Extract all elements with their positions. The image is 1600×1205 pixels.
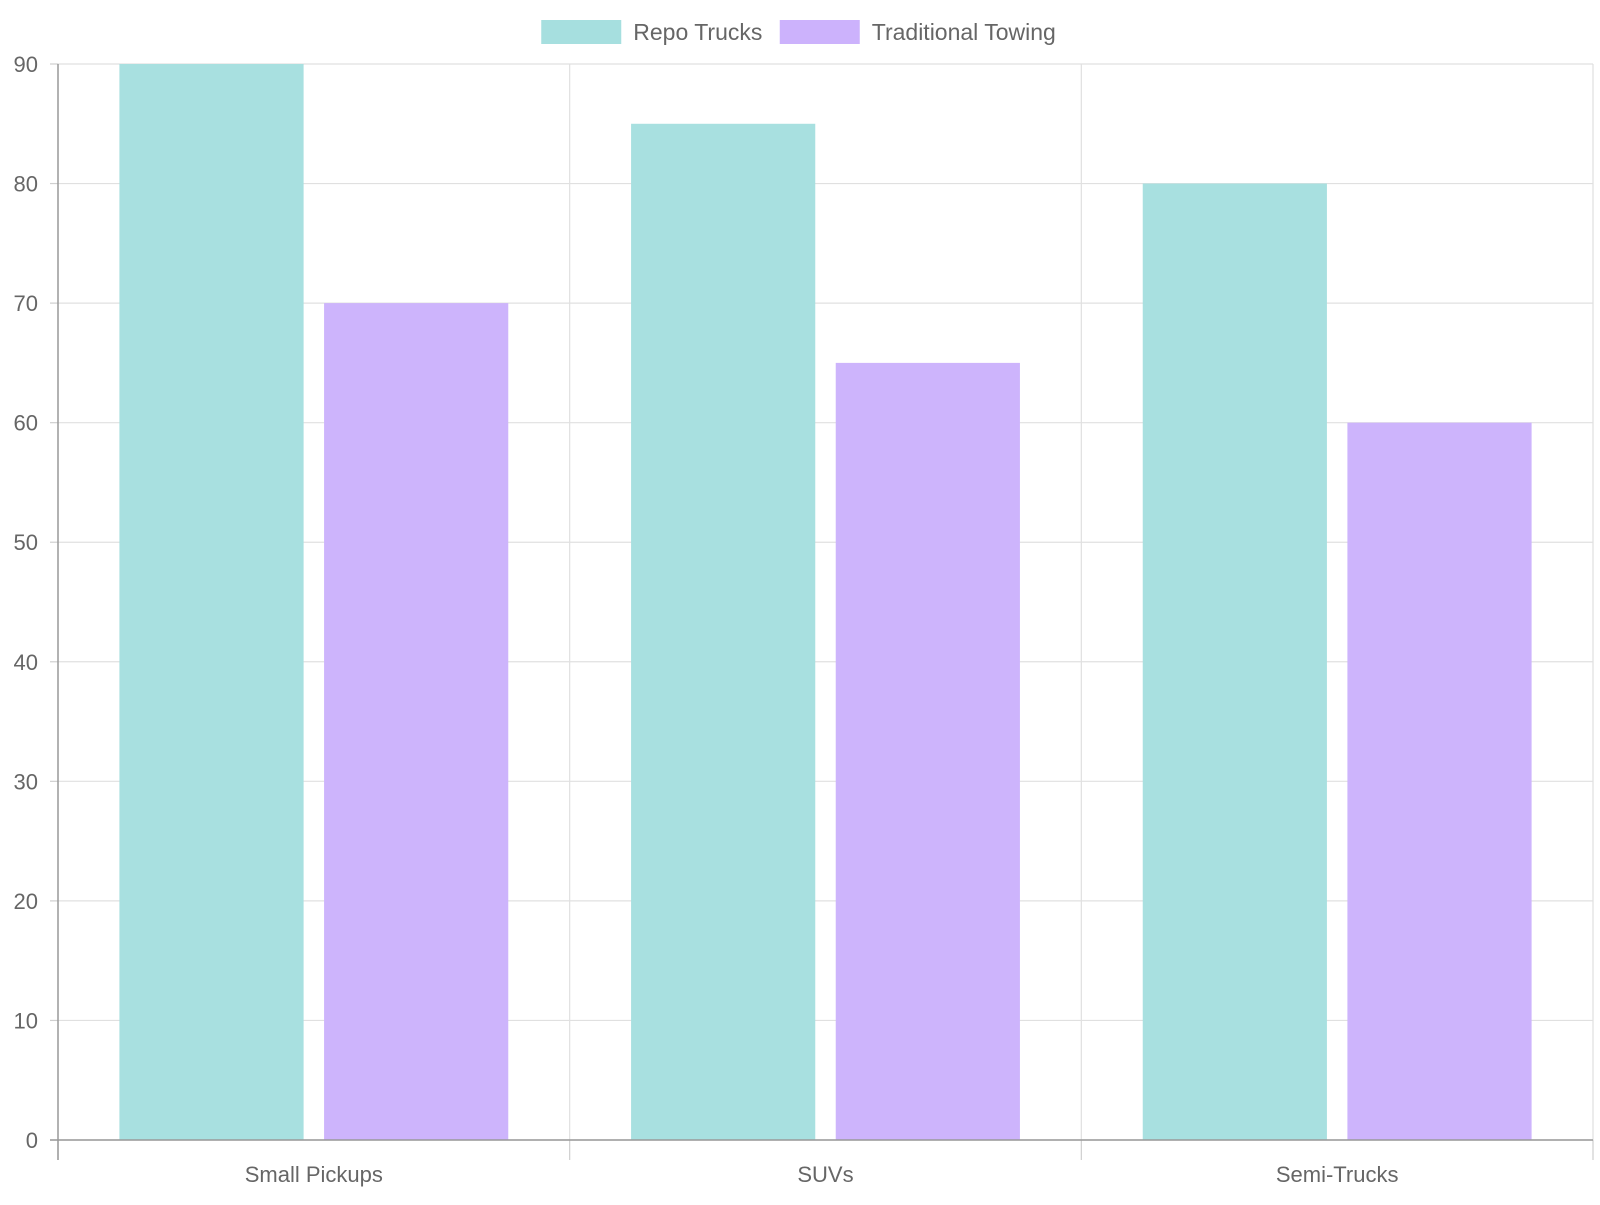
legend-swatch (779, 20, 860, 44)
bar-repo-trucks-semi-trucks[interactable] (1142, 183, 1327, 1141)
legend: Repo Trucks Traditional Towing (541, 19, 1056, 45)
tick-labels: 0 10 20 30 40 50 60 70 80 90 Small Pickups SUVs Semi… (14, 52, 1399, 1187)
legend-swatch (541, 20, 622, 44)
y-tick-label: 70 (14, 291, 38, 316)
x-tick-label: Semi-Trucks (1276, 1162, 1399, 1187)
y-tick-label: 80 (14, 172, 38, 197)
bars (119, 64, 1532, 1141)
y-tick-label: 40 (14, 650, 38, 675)
y-tick-label: 0 (26, 1128, 38, 1153)
y-tick-label: 10 (14, 1008, 38, 1033)
bar-repo-trucks-small-pickups[interactable] (119, 64, 304, 1140)
legend-label: Repo Trucks (633, 19, 762, 45)
axes (50, 63, 1594, 1160)
y-tick-label: 60 (14, 411, 38, 436)
y-tick-label: 90 (14, 52, 38, 77)
y-tick-label: 30 (14, 769, 38, 794)
legend-item-repo-trucks[interactable]: Repo Trucks (541, 19, 762, 45)
grid (58, 63, 1594, 1141)
bar-traditional-towing-small-pickups[interactable] (324, 303, 509, 1141)
y-tick-label: 20 (14, 889, 38, 914)
x-tick-label: SUVs (797, 1162, 853, 1187)
x-tick-label: Small Pickups (245, 1162, 383, 1187)
bar-traditional-towing-semi-trucks[interactable] (1347, 422, 1532, 1141)
bar-traditional-towing-suvs[interactable] (835, 362, 1020, 1140)
legend-item-traditional-towing[interactable]: Traditional Towing (779, 19, 1056, 45)
bar-repo-trucks-suvs[interactable] (631, 123, 816, 1141)
legend-label: Traditional Towing (872, 19, 1056, 45)
y-tick-label: 50 (14, 530, 38, 555)
